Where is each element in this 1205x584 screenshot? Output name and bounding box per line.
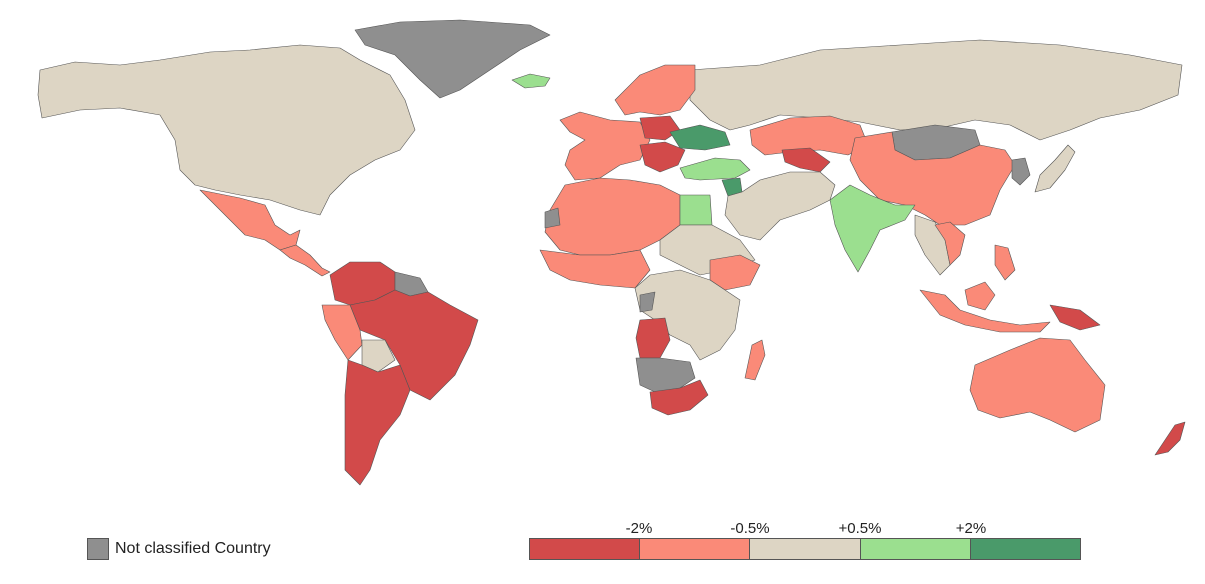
world-map: [37, 19, 1186, 486]
scale-bin-negative: [639, 538, 750, 560]
region-peru: [321, 304, 363, 361]
threshold-label: -2%: [625, 520, 653, 537]
region-russia: [689, 39, 1183, 141]
region-new-zealand: [1154, 421, 1186, 456]
region-turkey: [679, 157, 751, 181]
color-scale-legend: [529, 538, 1081, 562]
region-vietnam: [934, 221, 966, 266]
region-balkans: [639, 141, 686, 173]
region-borneo: [964, 281, 996, 311]
region-japan: [1034, 144, 1076, 193]
region-brazil: [349, 289, 479, 401]
region-central-america: [279, 244, 331, 277]
region-philippines: [994, 244, 1016, 281]
region-iceland: [511, 73, 551, 89]
threshold-label: -0.5%: [730, 520, 770, 537]
scale-bin-positive: [860, 538, 971, 560]
scale-bin-strong-positive: [970, 538, 1081, 560]
region-bolivia: [361, 339, 396, 373]
region-south-africa: [649, 379, 709, 416]
region-north-africa: [544, 177, 681, 256]
region-madagascar: [744, 339, 766, 381]
not-classified-swatch: [87, 538, 109, 560]
region-greenland: [354, 19, 551, 99]
threshold-label: +0.5%: [838, 520, 882, 537]
region-western-sahara: [544, 207, 561, 229]
region-congo: [639, 291, 656, 313]
region-middle-east: [724, 171, 836, 241]
region-southern-cone: [344, 359, 411, 486]
region-western-europe: [559, 111, 651, 181]
region-kazakhstan: [749, 115, 869, 156]
threshold-label: +2%: [955, 520, 987, 537]
region-scandinavia: [614, 64, 696, 116]
scale-bin-neutral: [749, 538, 861, 560]
legend-not-classified: Not classified Country: [87, 538, 271, 560]
region-egypt: [679, 194, 713, 226]
region-angola: [635, 317, 671, 359]
region-korea: [1011, 157, 1031, 186]
region-indonesia: [919, 289, 1051, 333]
region-india: [829, 184, 916, 273]
region-west-africa: [539, 249, 651, 289]
region-north-america: [37, 44, 416, 216]
scale-threshold-labels: -2% -0.5% +0.5% +2%: [529, 520, 1081, 538]
region-namibia: [635, 357, 696, 393]
scale-bin-strong-negative: [529, 538, 640, 560]
not-classified-label: Not classified Country: [115, 540, 271, 557]
region-china: [849, 131, 1016, 226]
region-uzbekistan: [781, 147, 831, 173]
region-papua: [1049, 304, 1101, 331]
region-australia: [969, 337, 1106, 433]
